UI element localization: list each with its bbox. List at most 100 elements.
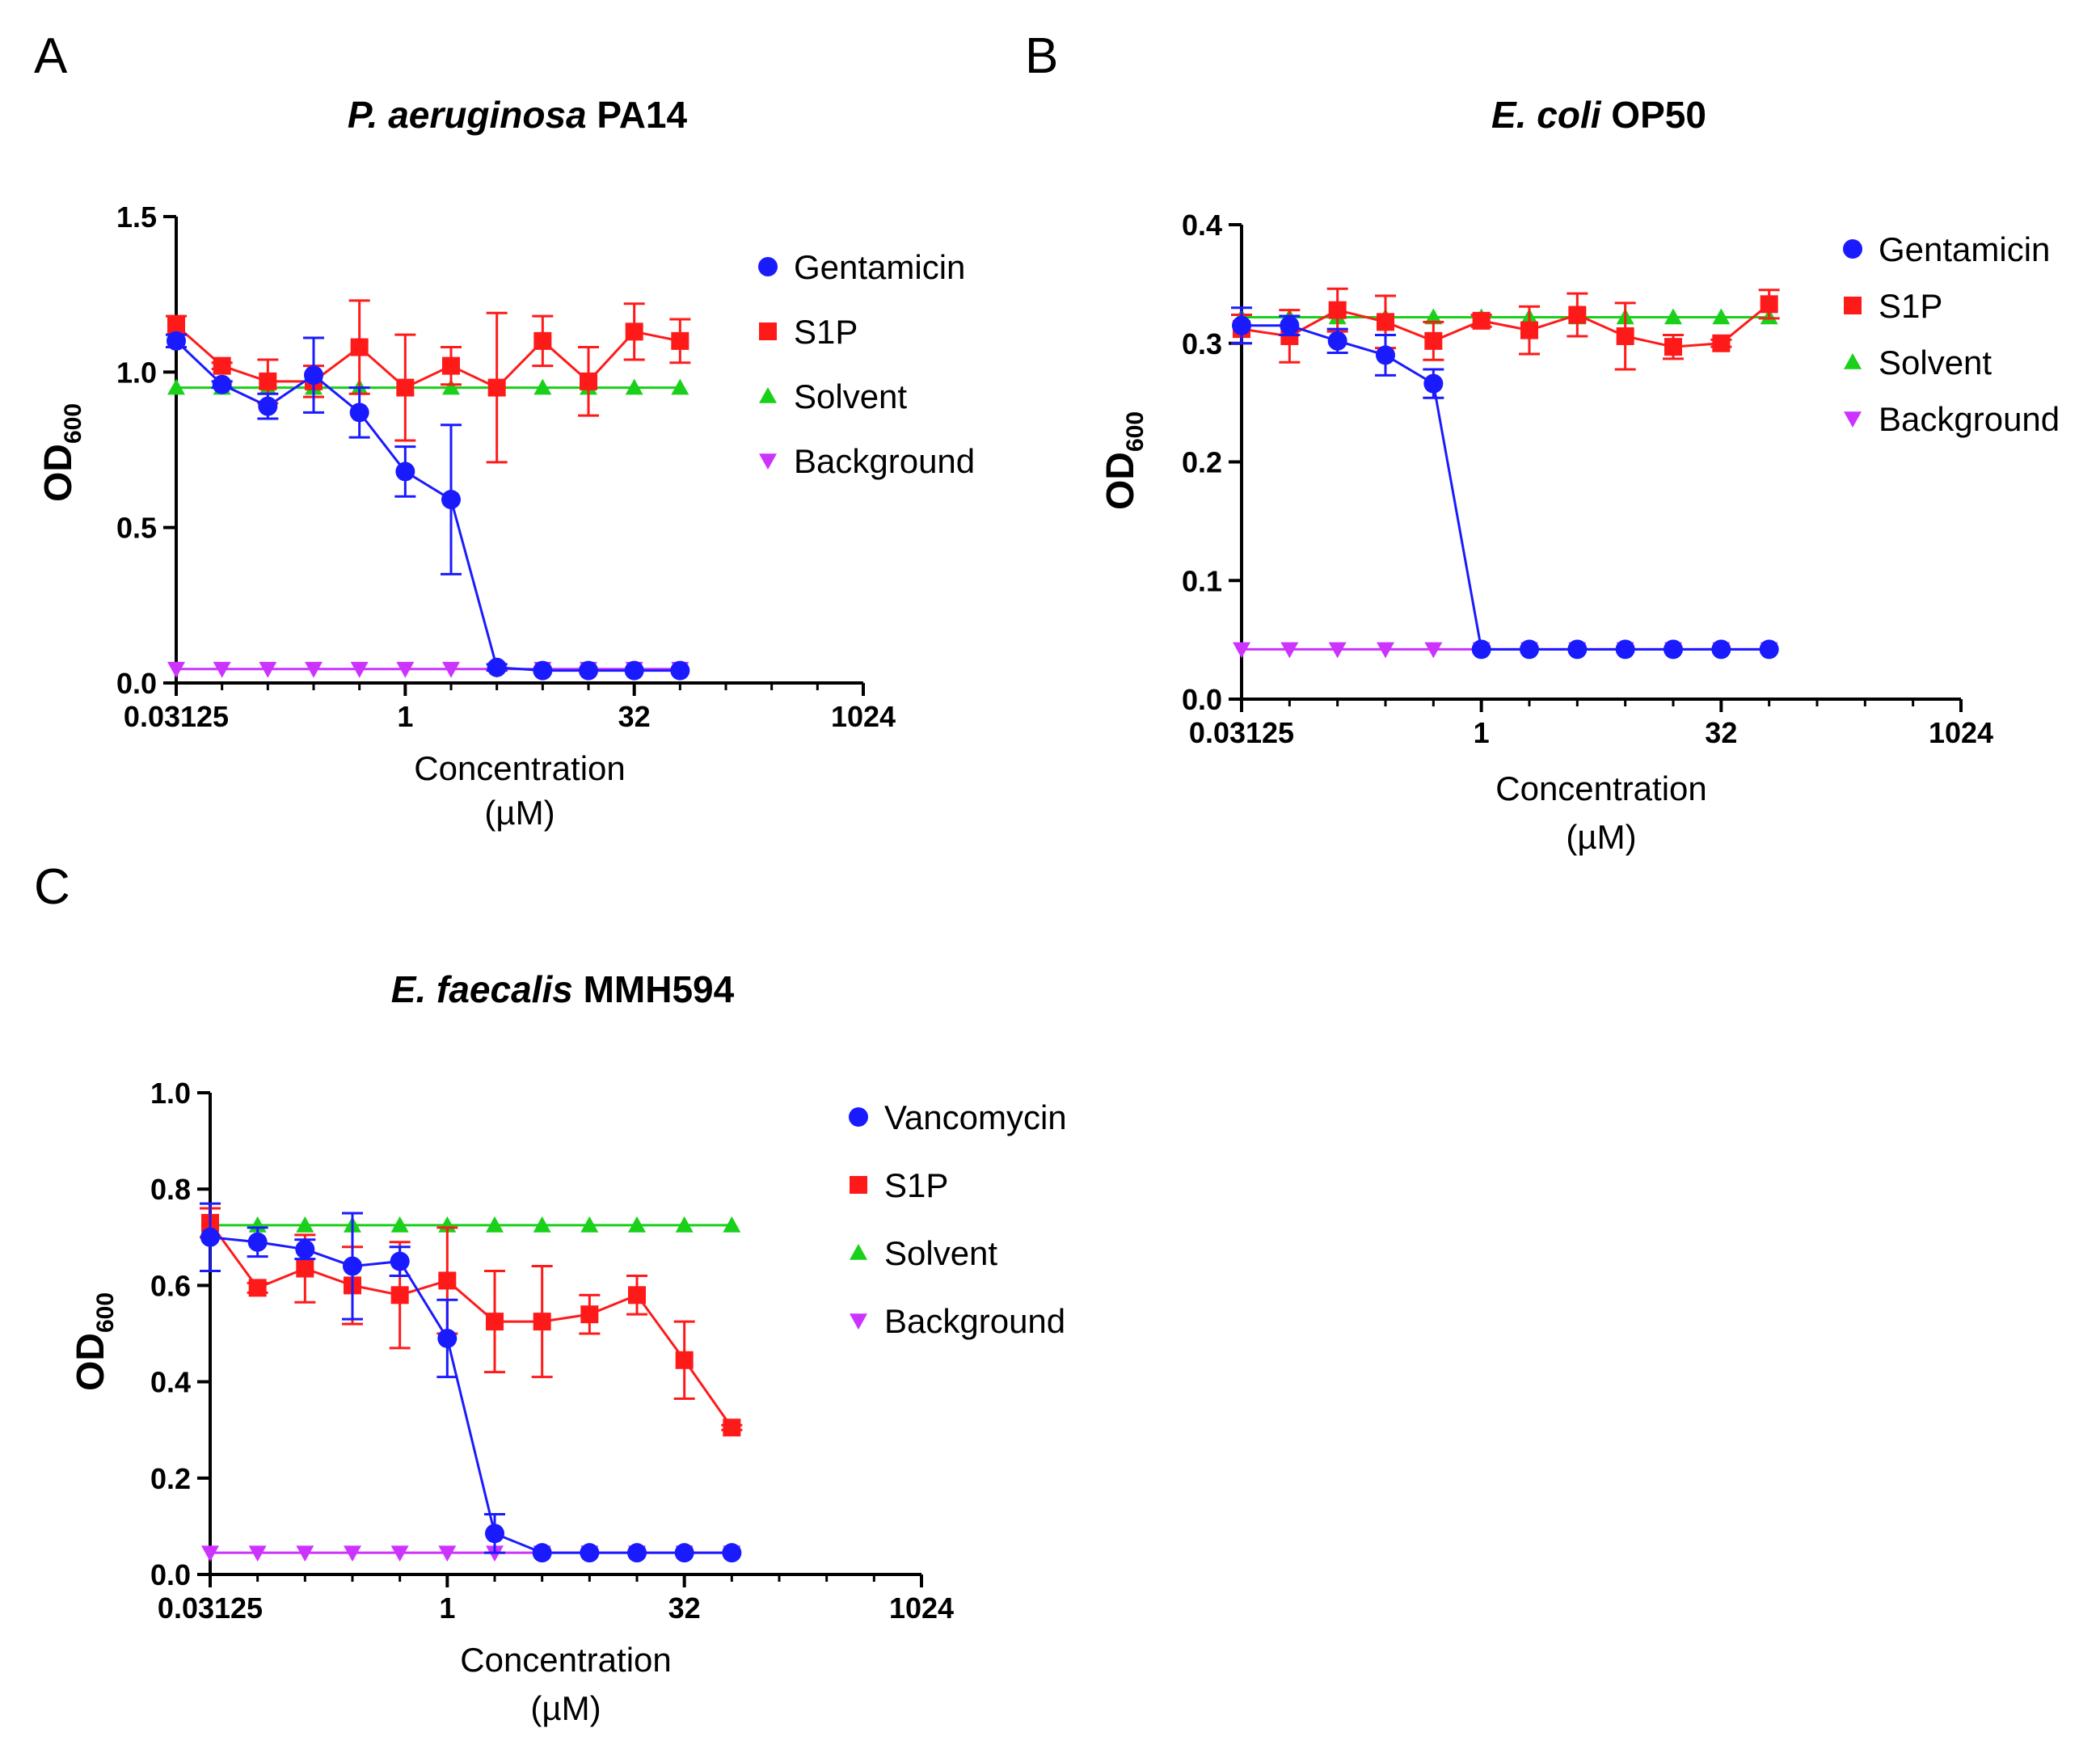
data-point (442, 661, 460, 678)
y-axis-title: OD600 (70, 1292, 119, 1391)
x-axis-unit: (µM) (484, 794, 555, 832)
data-point (350, 338, 369, 356)
legend-marker (1844, 297, 1862, 314)
data-point (624, 660, 644, 681)
data-point (396, 661, 415, 678)
data-point (1664, 338, 1682, 356)
data-point (1424, 308, 1443, 325)
y-axis-title: OD600 (37, 403, 86, 502)
data-point (390, 1286, 409, 1305)
data-point (1759, 639, 1779, 660)
data-point (671, 378, 689, 395)
data-point (343, 1256, 362, 1276)
data-point (487, 378, 506, 397)
data-point (1760, 295, 1778, 314)
x-tick-label: 32 (668, 1591, 701, 1625)
y-tick-label: 0.8 (150, 1173, 191, 1206)
data-point (486, 1216, 504, 1233)
y-tick-label: 0.4 (150, 1366, 191, 1399)
data-point (1424, 642, 1443, 659)
series-line (209, 1222, 733, 1429)
data-point (344, 1545, 361, 1562)
x-axis-title: Concentration (460, 1641, 672, 1679)
data-point (441, 490, 461, 510)
y-tick-label: 1.0 (116, 356, 157, 389)
data-point (533, 1313, 551, 1331)
data-point (296, 1216, 314, 1233)
x-tick-label: 1 (397, 700, 413, 733)
y-tick-label: 0.5 (116, 512, 157, 545)
data-point (1615, 639, 1635, 660)
y-tick-label: 0.1 (1182, 564, 1222, 597)
data-point (1567, 639, 1588, 660)
data-point (723, 1216, 741, 1233)
data-point (442, 378, 460, 395)
data-point (1664, 308, 1682, 325)
y-axis-title-main: OD (1099, 452, 1142, 510)
data-point (1233, 642, 1250, 659)
data-point (1712, 334, 1731, 352)
data-point (259, 661, 277, 678)
chart-title: E. coli OP50 (1491, 94, 1706, 136)
data-point (1377, 642, 1394, 659)
data-point (1568, 306, 1587, 324)
y-axis-title: OD600 (1099, 411, 1149, 510)
panel-letter-a: A (34, 28, 68, 84)
data-point (248, 1279, 267, 1297)
x-tick-label: 1 (439, 1591, 455, 1625)
legend-label: Background (884, 1302, 1065, 1340)
chart-title-organism: E. faecalis (391, 968, 573, 1010)
chart-title-strain: PA14 (587, 94, 688, 136)
data-point (1377, 313, 1394, 331)
data-point (580, 372, 597, 390)
data-point (213, 356, 231, 375)
series-solvent (201, 1216, 741, 1233)
legend-marker (850, 1313, 867, 1330)
data-point (627, 1543, 647, 1563)
data-point (722, 1543, 742, 1563)
x-axis-unit: (µM) (1566, 818, 1636, 856)
series-s1p (166, 299, 691, 464)
panel-letter-b: B (1025, 28, 1058, 84)
x-tick-label: 1024 (831, 700, 896, 733)
series-solvent (167, 378, 689, 395)
data-point (675, 1216, 694, 1233)
y-axis-title-subscript: 600 (60, 403, 86, 444)
x-tick-label: 32 (618, 700, 651, 733)
legend-label: S1P (794, 313, 858, 351)
data-point (486, 1313, 504, 1331)
data-point (533, 378, 552, 395)
data-point (296, 1545, 314, 1562)
data-point (1712, 308, 1731, 325)
y-tick-label: 0.3 (1182, 327, 1222, 360)
legend-label: Vancomycin (884, 1098, 1067, 1136)
data-point (1376, 345, 1395, 365)
legend-label: S1P (1879, 287, 1942, 325)
data-point (1664, 639, 1683, 660)
y-tick-label: 0.2 (150, 1462, 191, 1495)
data-point (533, 331, 552, 350)
data-point (579, 660, 598, 681)
data-point (1327, 331, 1347, 351)
legend-label: S1P (884, 1166, 948, 1204)
data-point (485, 1524, 504, 1544)
series-s1p (200, 1207, 743, 1437)
legend-label: Solvent (1879, 344, 1992, 381)
data-point (1471, 639, 1491, 660)
y-tick-label: 0.2 (1182, 446, 1222, 479)
data-point (390, 1545, 409, 1562)
y-axis-title-subscript: 600 (92, 1292, 119, 1333)
data-point (213, 661, 231, 678)
chart-a: P. aeruginosa PA14 0.0 0.5 1.0 1.5 0.03125 1 32… (37, 94, 975, 832)
legend-marker (758, 257, 778, 276)
data-point (532, 1543, 552, 1563)
data-point (1328, 301, 1347, 319)
data-point (390, 1251, 410, 1271)
data-point (625, 378, 643, 395)
data-point (487, 657, 507, 677)
chart-title: P. aeruginosa PA14 (348, 94, 688, 136)
data-point (296, 1259, 314, 1278)
data-point (396, 378, 415, 397)
data-point (390, 1216, 409, 1233)
legend-label: Background (1879, 400, 2060, 438)
